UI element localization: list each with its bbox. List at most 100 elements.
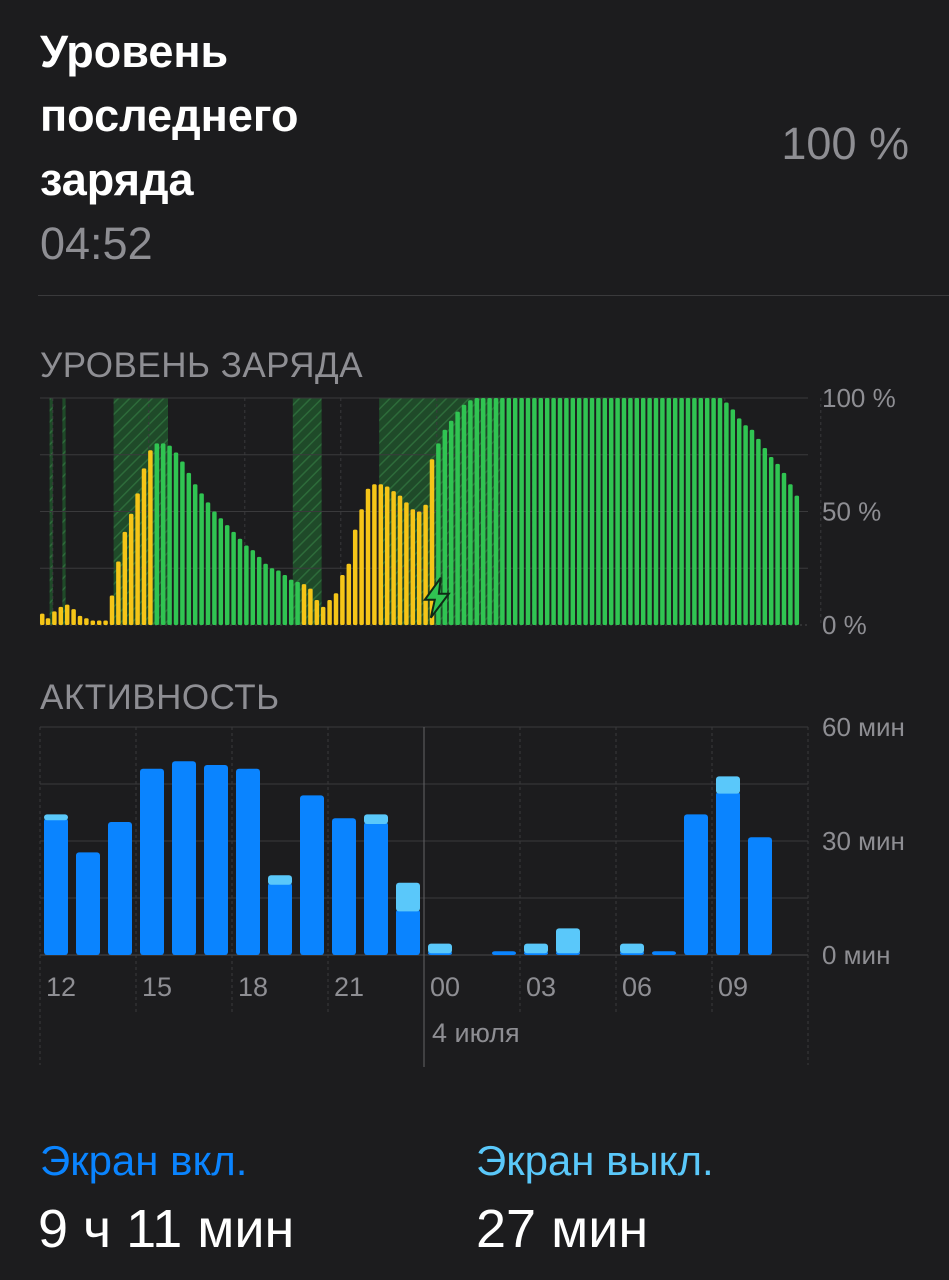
- battery-bar: [397, 495, 403, 625]
- battery-bar: [135, 493, 140, 625]
- battery-bar: [506, 398, 512, 625]
- battery-bar: [564, 398, 569, 625]
- battery-bar: [52, 611, 57, 625]
- battery-bar: [372, 484, 377, 625]
- battery-bar: [116, 561, 121, 625]
- battery-bar: [167, 445, 172, 625]
- battery-bar: [154, 443, 160, 625]
- battery-bar: [109, 595, 115, 625]
- battery-bar: [794, 495, 800, 625]
- battery-bar: [596, 398, 601, 625]
- battery-bar: [525, 398, 531, 625]
- battery-bar: [308, 588, 313, 625]
- screen-off-bar: [396, 882, 420, 912]
- battery-bar: [653, 398, 659, 625]
- screen-off-bar: [524, 943, 548, 954]
- screen-off-bar: [44, 814, 68, 821]
- screen-on-bar: [236, 768, 260, 955]
- screen-on-bar: [332, 818, 356, 955]
- battery-bar: [442, 429, 448, 625]
- x-axis-label: 03: [526, 972, 556, 1002]
- battery-bar: [352, 529, 358, 625]
- battery-bar: [269, 568, 275, 625]
- screen-on-bar: [396, 909, 420, 955]
- battery-bar: [192, 484, 198, 625]
- screen-on-bar: [300, 795, 324, 955]
- battery-bar: [756, 438, 761, 625]
- battery-bar: [455, 411, 460, 625]
- battery-bar: [295, 581, 300, 625]
- battery-bar: [730, 409, 736, 625]
- battery-bar: [391, 491, 396, 625]
- screen-off-bar: [716, 776, 740, 794]
- battery-bar: [122, 531, 128, 625]
- y-axis-label: 50 %: [822, 497, 881, 527]
- battery-bar: [378, 484, 384, 625]
- battery-bar: [512, 398, 518, 625]
- y-axis-label: 0 мин: [822, 940, 890, 970]
- x-axis-label: 21: [334, 972, 364, 1002]
- battery-bar: [640, 398, 646, 625]
- screen-off-value: 27 мин: [476, 1199, 649, 1259]
- battery-bar: [429, 459, 435, 625]
- battery-bar: [77, 615, 83, 625]
- last-charge-header: Уровень последнего заряда 04:52 100 %: [40, 20, 920, 276]
- battery-bar: [160, 443, 166, 625]
- header-title-line: заряда: [40, 154, 194, 205]
- battery-bar: [557, 398, 563, 625]
- battery-bar: [244, 545, 249, 625]
- battery-bar: [237, 538, 243, 625]
- battery-bar: [359, 509, 364, 625]
- battery-bar: [416, 511, 422, 625]
- battery-bar: [173, 452, 179, 625]
- screen-on-bar: [652, 951, 676, 955]
- battery-bar: [666, 398, 672, 625]
- activity-section-title: АКТИВНОСТЬ: [40, 678, 280, 717]
- battery-bar: [768, 457, 774, 625]
- battery-bar: [602, 398, 608, 625]
- x-axis-label: 06: [622, 972, 652, 1002]
- y-axis-label: 100 %: [822, 383, 896, 413]
- y-axis-label: 60 мин: [822, 715, 905, 742]
- battery-bar: [333, 593, 339, 625]
- battery-bar: [141, 468, 147, 625]
- battery-bar: [589, 398, 595, 625]
- battery-bar: [423, 504, 428, 625]
- battery-bar: [704, 398, 710, 625]
- lightning-bolt-icon: [422, 577, 451, 619]
- battery-bar: [263, 563, 268, 625]
- screen-on-bar: [684, 814, 708, 955]
- screen-off-bar: [364, 814, 388, 824]
- battery-bar: [647, 398, 652, 625]
- battery-bar: [474, 398, 480, 625]
- battery-bar: [608, 398, 614, 625]
- battery-level-chart: 100 % 50 % 0 %: [39, 383, 896, 640]
- x-axis-label: 18: [238, 972, 268, 1002]
- battery-bar: [90, 620, 96, 625]
- battery-bar: [96, 620, 102, 625]
- x-axis-label: 09: [718, 972, 748, 1002]
- screen-on-bar: [268, 882, 292, 955]
- battery-bar: [148, 450, 153, 625]
- screen-on-bar: [204, 765, 228, 955]
- battery-bar: [320, 606, 326, 625]
- battery-bar: [775, 463, 780, 625]
- battery-bar: [532, 398, 537, 625]
- battery-bar: [500, 398, 505, 625]
- battery-bar: [493, 398, 499, 625]
- battery-bar: [224, 525, 230, 625]
- battery-bar: [615, 398, 620, 625]
- battery-bar: [781, 472, 787, 625]
- battery-bar: [84, 618, 89, 625]
- y-axis-label: 0 %: [822, 610, 867, 640]
- battery-bar: [743, 425, 748, 625]
- battery-bar: [410, 509, 416, 625]
- screen-on-bar: [76, 852, 100, 955]
- battery-bar: [128, 513, 134, 625]
- battery-bar: [717, 398, 723, 625]
- battery-bar: [58, 606, 64, 625]
- battery-bar: [199, 493, 204, 625]
- battery-bar: [736, 418, 742, 625]
- battery-bar: [186, 472, 192, 625]
- battery-bar: [679, 398, 684, 625]
